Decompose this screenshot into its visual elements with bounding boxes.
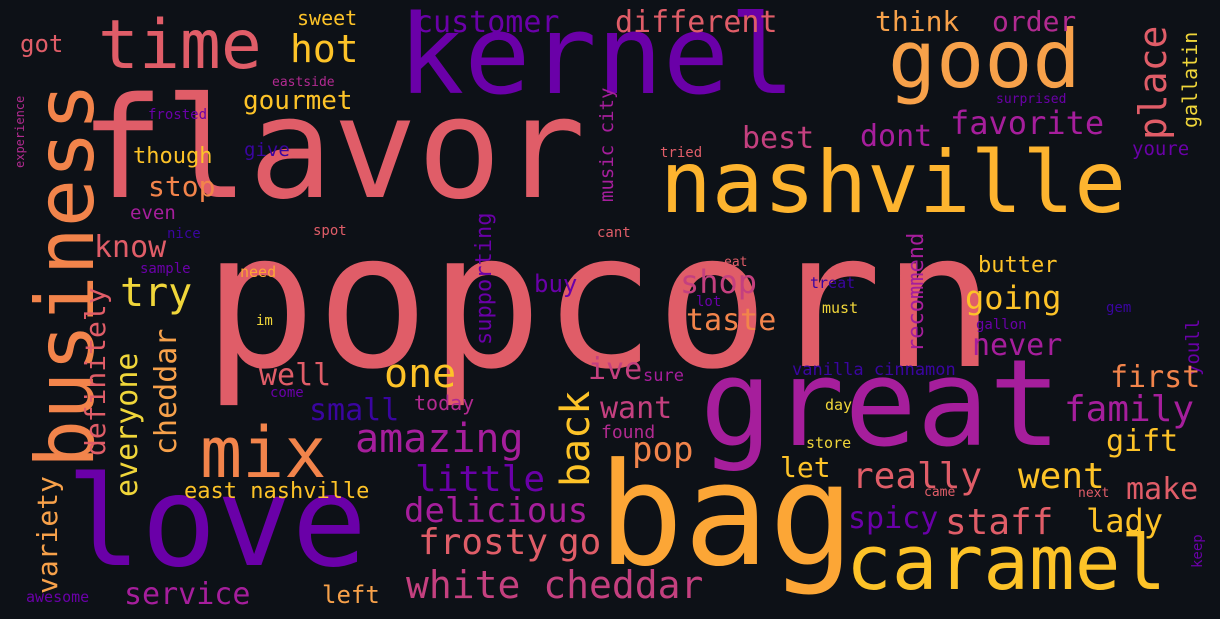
word-variety: variety <box>31 475 64 594</box>
word-shop: shop <box>680 263 758 301</box>
word-time: time <box>98 6 262 85</box>
word-different: different <box>615 5 778 40</box>
word-nashville: nashville <box>660 133 1126 233</box>
word-sweet: sweet <box>297 6 358 30</box>
word-though: though <box>133 144 213 169</box>
word-came: came <box>924 485 956 500</box>
word-gem: gem <box>1106 300 1132 316</box>
word-tried: tried <box>660 145 703 161</box>
word-everyone: everyone <box>110 352 145 498</box>
word-youre: youre <box>1132 138 1190 160</box>
word-dont: dont <box>860 119 933 154</box>
word-surprised: surprised <box>996 92 1067 107</box>
word-eat: eat <box>724 255 748 270</box>
word-gallon: gallon <box>976 317 1027 333</box>
word-taste: taste <box>686 303 777 338</box>
word-know: know <box>94 230 167 265</box>
word-one: one <box>384 351 457 397</box>
word-ive: ive <box>588 352 643 387</box>
word-place: place <box>1131 25 1175 140</box>
word-day: day <box>825 396 853 414</box>
word-left: left <box>322 581 380 609</box>
word-little: little <box>415 459 546 500</box>
word-kernel: kernel <box>398 0 796 119</box>
word-lady: lady <box>1086 502 1164 540</box>
word-order: order <box>992 5 1077 38</box>
word-great: great <box>700 335 1062 474</box>
word-come: come <box>270 385 304 401</box>
word-definitely: definitely <box>79 287 112 456</box>
word-gourmet: gourmet <box>243 86 353 116</box>
word-going: going <box>965 279 1062 317</box>
word-never: never <box>972 328 1063 363</box>
word-cant: cant <box>597 225 631 241</box>
word-really: really <box>852 456 983 497</box>
word-must: must <box>822 299 859 317</box>
word-frosty: frosty <box>418 522 549 563</box>
word-small: small <box>309 393 400 428</box>
word-try: try <box>120 270 193 316</box>
word-keep: keep <box>1190 534 1206 568</box>
word-eastside: eastside <box>272 75 335 90</box>
word-go: go <box>558 522 602 563</box>
word-got: got <box>20 30 64 58</box>
word-hot: hot <box>290 27 359 71</box>
word-white-cheddar: white cheddar <box>406 563 704 607</box>
word-stop: stop <box>148 170 216 203</box>
word-awesome: awesome <box>26 588 90 606</box>
word-first: first <box>1110 360 1201 395</box>
word-gift: gift <box>1106 424 1179 459</box>
word-well: well <box>259 358 332 393</box>
word-supporting: supporting <box>472 212 497 345</box>
word-im: im <box>256 313 273 329</box>
word-need: need <box>240 263 277 281</box>
word-bag: bag <box>598 433 855 598</box>
word-good: good <box>888 13 1081 106</box>
word-even: even <box>130 202 176 224</box>
word-let: let <box>780 451 831 484</box>
word-next: next <box>1078 486 1110 501</box>
word-family: family <box>1064 389 1195 430</box>
word-popcorn: popcorn <box>203 192 996 411</box>
word-recommend: recommend <box>904 232 929 352</box>
word-lot: lot <box>696 294 722 310</box>
word-spot: spot <box>313 223 347 239</box>
word-experience: experience <box>13 95 27 168</box>
word-customer: customer <box>415 5 560 40</box>
word-east-nashville: east nashville <box>184 479 370 504</box>
word-give: give <box>244 139 290 161</box>
word-think: think <box>875 5 960 38</box>
word-butter: butter <box>978 253 1058 278</box>
word-flavor: flavor <box>80 68 586 231</box>
word-went: went <box>1018 456 1105 497</box>
word-staff: staff <box>945 502 1054 543</box>
word-found: found <box>601 422 656 443</box>
word-cheddar: cheddar <box>149 328 184 455</box>
word-music-city: music city <box>596 87 618 202</box>
word-back: back <box>553 390 599 487</box>
word-spicy: spicy <box>848 501 939 536</box>
word-favorite: favorite <box>950 104 1105 142</box>
word-store: store <box>806 434 852 452</box>
word-caramel: caramel <box>846 518 1167 607</box>
word-pop: pop <box>632 430 694 470</box>
word-want: want <box>600 391 673 426</box>
word-gallatin: gallatin <box>1178 31 1202 128</box>
word-service: service <box>124 577 251 612</box>
word-vanilla-cinnamon: vanilla cinnamon <box>792 360 956 380</box>
word-make: make <box>1126 472 1199 507</box>
word-buy: buy <box>534 270 578 298</box>
word-delicious: delicious <box>404 491 589 531</box>
word-today: today <box>414 391 475 415</box>
word-nice: nice <box>167 226 201 242</box>
word-sure: sure <box>643 366 684 386</box>
word-treat: treat <box>810 274 856 292</box>
word-love: love <box>66 450 368 595</box>
word-sample: sample <box>140 261 191 277</box>
word-frosted: frosted <box>148 107 208 123</box>
word-best: best <box>742 121 815 156</box>
word-mix: mix <box>200 412 327 494</box>
word-amazing: amazing <box>355 416 524 462</box>
